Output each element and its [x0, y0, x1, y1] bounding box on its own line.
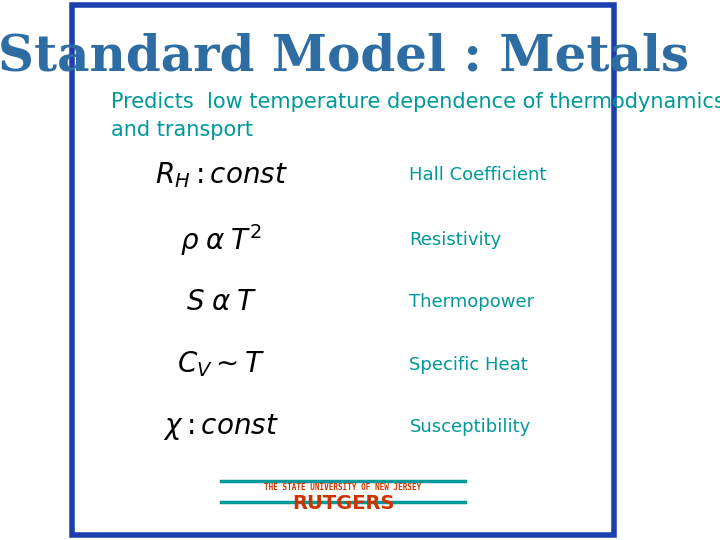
Text: Standard Model : Metals: Standard Model : Metals	[0, 32, 688, 81]
Text: Predicts  low temperature dependence of thermodynamics
and transport: Predicts low temperature dependence of t…	[111, 92, 720, 140]
Text: Thermopower: Thermopower	[410, 293, 534, 312]
Text: THE STATE UNIVERSITY OF NEW JERSEY: THE STATE UNIVERSITY OF NEW JERSEY	[264, 483, 422, 491]
Text: $C_V \sim T$: $C_V \sim T$	[177, 349, 266, 380]
Text: $R_H : \mathit{const}$: $R_H : \mathit{const}$	[155, 160, 288, 191]
Text: $\rho \; \alpha \; T^2$: $\rho \; \alpha \; T^2$	[180, 222, 263, 258]
Text: RUTGERS: RUTGERS	[292, 494, 395, 512]
Text: Hall Coefficient: Hall Coefficient	[410, 166, 546, 185]
Text: Resistivity: Resistivity	[410, 231, 502, 249]
Text: $\chi : \mathit{const}$: $\chi : \mathit{const}$	[163, 411, 279, 442]
Text: Susceptibility: Susceptibility	[410, 417, 531, 436]
Text: $S \; \alpha \; T$: $S \; \alpha \; T$	[186, 289, 257, 316]
Text: Specific Heat: Specific Heat	[410, 355, 528, 374]
